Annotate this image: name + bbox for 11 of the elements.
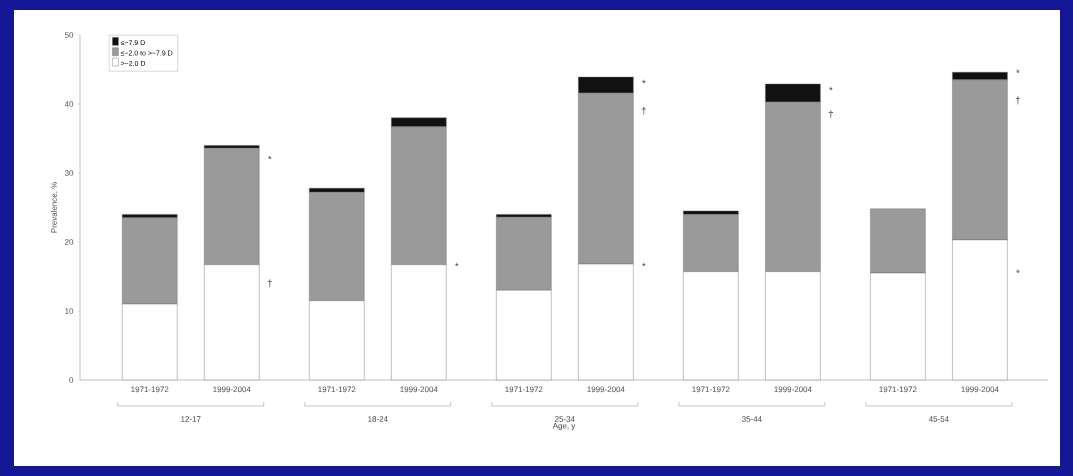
annotation: * — [829, 86, 833, 91]
annotation: * — [1016, 269, 1020, 274]
annotation: † — [641, 106, 646, 115]
annotation: * — [1016, 69, 1020, 74]
annotation: † — [267, 279, 272, 288]
annotation: † — [1015, 96, 1021, 105]
annotation: † — [828, 110, 833, 119]
annotation: * — [642, 262, 646, 267]
annotation: * — [642, 79, 646, 84]
annotation: * — [455, 262, 459, 267]
annotation: * — [267, 155, 272, 160]
